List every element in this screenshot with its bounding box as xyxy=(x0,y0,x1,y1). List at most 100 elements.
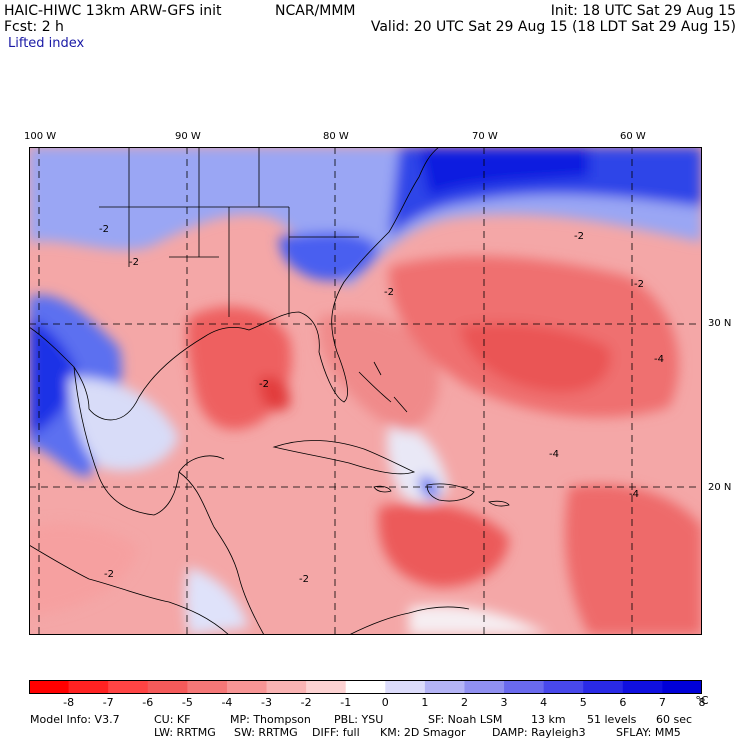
mexico-coastline xyxy=(73,366,225,516)
lifted-index-map: -2 -2 -2 -2 -4 -4 -4 -2 -2 -2 -2 xyxy=(29,147,702,635)
init-time: Init: 18 UTC Sat 29 Aug 15 xyxy=(550,3,736,19)
south-america-coast xyxy=(348,606,470,635)
colorbar-swatch xyxy=(385,680,426,694)
colorbar-tick-label: 4 xyxy=(540,696,548,709)
contour-label: -4 xyxy=(654,354,664,365)
colorbar-swatch xyxy=(147,680,188,694)
jamaica xyxy=(373,485,392,493)
colorbar xyxy=(29,680,702,694)
cuba xyxy=(272,440,416,475)
lon-label-80w: 80 W xyxy=(323,131,349,142)
colorbar-swatch xyxy=(464,680,505,694)
colorbar-swatch xyxy=(266,680,307,694)
lat-label-20n: 20 N xyxy=(708,482,732,493)
lon-label-90w: 90 W xyxy=(175,131,201,142)
model-title: HAIC-HIWC 13km ARW-GFS init xyxy=(4,3,222,19)
unstable-florida xyxy=(318,313,440,432)
colorbar-tick-label: 3 xyxy=(500,696,508,709)
mexico-pacific-coast xyxy=(29,544,230,635)
colorbar-unit: °C xyxy=(695,694,709,707)
colorbar-swatch xyxy=(187,680,228,694)
colorbar-swatch xyxy=(108,680,149,694)
colorbar-swatch xyxy=(226,680,268,694)
mp-scheme: MP: Thompson xyxy=(230,713,311,726)
graticule xyxy=(29,147,702,635)
lon-label-100w: 100 W xyxy=(24,131,57,142)
valid-time: Valid: 20 UTC Sat 29 Aug 15 (18 LDT Sat … xyxy=(370,19,736,35)
resolution: 13 km xyxy=(531,713,566,726)
bahamas xyxy=(358,361,408,413)
colorbar-swatch xyxy=(543,680,584,694)
colorbar-swatch xyxy=(68,680,109,694)
lon-label-60w: 60 W xyxy=(620,131,646,142)
contour-label: -2 xyxy=(259,379,269,390)
damp-scheme: DAMP: Rayleigh3 xyxy=(492,726,586,739)
us-coastline xyxy=(29,147,440,421)
colorbar-swatch xyxy=(662,680,702,694)
unstable-southeast xyxy=(565,484,702,635)
contour-label: -2 xyxy=(99,224,109,235)
state-lines xyxy=(99,147,359,317)
colorbar-tick-label: -6 xyxy=(142,696,154,709)
sflay-scheme: SFLAY: MM5 xyxy=(616,726,681,739)
colorbar-swatch xyxy=(306,680,347,694)
contour-label: -2 xyxy=(129,257,139,268)
lon-label-70w: 70 W xyxy=(472,131,498,142)
sf-scheme: SF: Noah LSM xyxy=(428,713,503,726)
colorbar-tick-label: 8 xyxy=(698,696,706,709)
unstable-caribbean xyxy=(378,503,509,587)
colorbar-tick-label: -2 xyxy=(300,696,312,709)
forecast-hour: Fcst: 2 h xyxy=(4,19,64,35)
stable-carolina xyxy=(279,232,379,281)
colorbar-tick-label: 2 xyxy=(460,696,468,709)
colorbar-tick-label: -8 xyxy=(63,696,75,709)
contour-label: -2 xyxy=(634,279,644,290)
field-name: Lifted index xyxy=(8,36,85,51)
contour-label: -2 xyxy=(574,231,584,242)
pbl-scheme: PBL: YSU xyxy=(334,713,384,726)
colorbar-tick-label: 5 xyxy=(579,696,587,709)
unstable-atlantic-core xyxy=(459,323,611,393)
colorbar-tick-label: -7 xyxy=(102,696,114,709)
colorbar-tick-label: 6 xyxy=(619,696,627,709)
vertical-levels: 51 levels xyxy=(587,713,637,726)
central-america xyxy=(178,471,265,635)
colorbar-tick-label: -5 xyxy=(181,696,193,709)
unstable-gulf-core xyxy=(258,376,290,411)
stable-ne-core xyxy=(419,147,589,197)
colorbar-swatch xyxy=(29,680,70,694)
puerto-rico xyxy=(488,500,510,507)
sw-scheme: SW: RRTMG xyxy=(234,726,298,739)
colorbar-tick-label: -4 xyxy=(221,696,233,709)
colorbar-swatch xyxy=(622,680,663,694)
colorbar-swatch xyxy=(583,680,624,694)
political-boundaries xyxy=(29,147,510,635)
unstable-mexico-pac xyxy=(29,523,139,617)
contour-label: -2 xyxy=(384,287,394,298)
km-scheme: KM: 2D Smagor xyxy=(380,726,466,739)
model-info: Model Info: V3.7 xyxy=(30,713,120,726)
colorbar-swatch xyxy=(424,680,465,694)
colorbar-tick-label: 1 xyxy=(421,696,429,709)
contour-label: -4 xyxy=(629,489,639,500)
lat-label-30n: 30 N xyxy=(708,318,732,329)
lw-scheme: LW: RRTMG xyxy=(154,726,216,739)
contour-label: -4 xyxy=(549,449,559,460)
colorbar-tick-label: 7 xyxy=(658,696,666,709)
diff-scheme: DIFF: full xyxy=(312,726,360,739)
cu-scheme: CU: KF xyxy=(154,713,191,726)
contour-label: -2 xyxy=(104,569,114,580)
hispaniola xyxy=(426,483,475,502)
stable-sa-coast xyxy=(409,605,549,635)
colorbar-tick-label: 0 xyxy=(381,696,389,709)
stable-mexico-gulf xyxy=(69,377,179,471)
colorbar-swatch xyxy=(504,680,545,694)
stable-central-am xyxy=(185,567,249,635)
org-label: NCAR/MMM xyxy=(275,3,356,19)
timestep: 60 sec xyxy=(656,713,693,726)
colorbar-swatch xyxy=(345,680,386,694)
colorbar-tick-label: -3 xyxy=(261,696,272,709)
stable-texas-deep xyxy=(29,317,79,437)
contour-label: -2 xyxy=(299,574,309,585)
colorbar-tick-label: -1 xyxy=(340,696,352,709)
